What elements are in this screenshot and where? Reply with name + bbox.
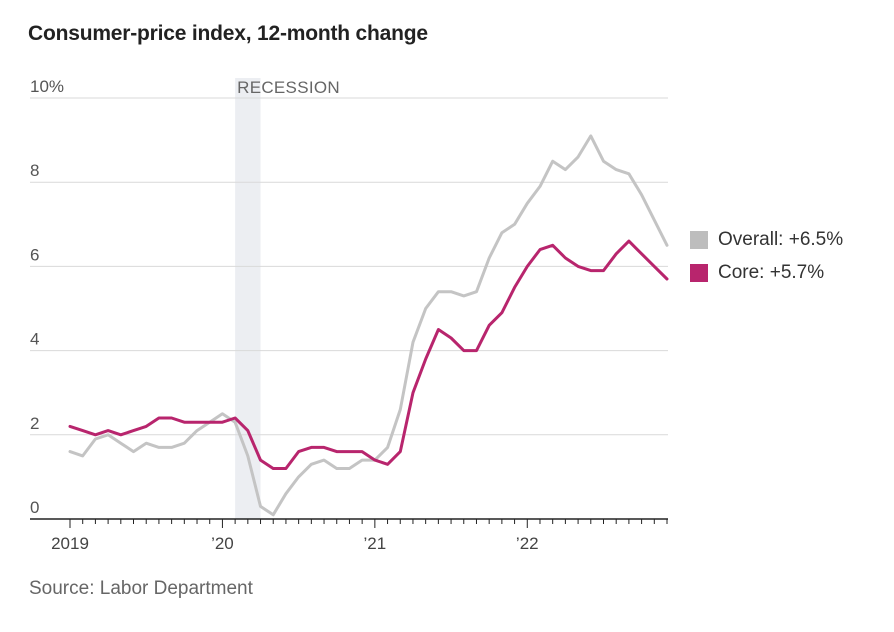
series-line-core <box>68 239 669 470</box>
legend-item-core: Core: +5.7% <box>690 262 824 284</box>
series-line-overall <box>68 134 669 517</box>
recession-band <box>235 78 261 519</box>
x-tick-label-22: ’22 <box>516 534 539 553</box>
legend-item-overall: Overall: +6.5% <box>690 229 843 251</box>
y-tick-label-8: 8 <box>30 161 39 180</box>
y-tick-label-6: 6 <box>30 245 39 264</box>
y-tick-label-0: 0 <box>30 498 39 517</box>
recession-label: RECESSION <box>237 78 340 97</box>
y-tick-label-4: 4 <box>30 330 39 349</box>
x-tick-label-2019: 2019 <box>51 534 89 553</box>
y-tick-label-2: 2 <box>30 414 39 433</box>
legend-swatch-overall <box>690 231 708 249</box>
x-tick-label-21: ’21 <box>364 534 387 553</box>
legend-label-overall: Overall: +6.5% <box>718 229 844 250</box>
chart-title: Consumer-price index, 12-month change <box>28 22 428 45</box>
legend-swatch-core <box>690 264 708 282</box>
source-note: Source: Labor Department <box>29 578 253 599</box>
y-tick-label-10: 10% <box>30 77 64 96</box>
legend-label-core: Core: +5.7% <box>718 262 825 283</box>
x-tick-label-20: ’20 <box>211 534 234 553</box>
